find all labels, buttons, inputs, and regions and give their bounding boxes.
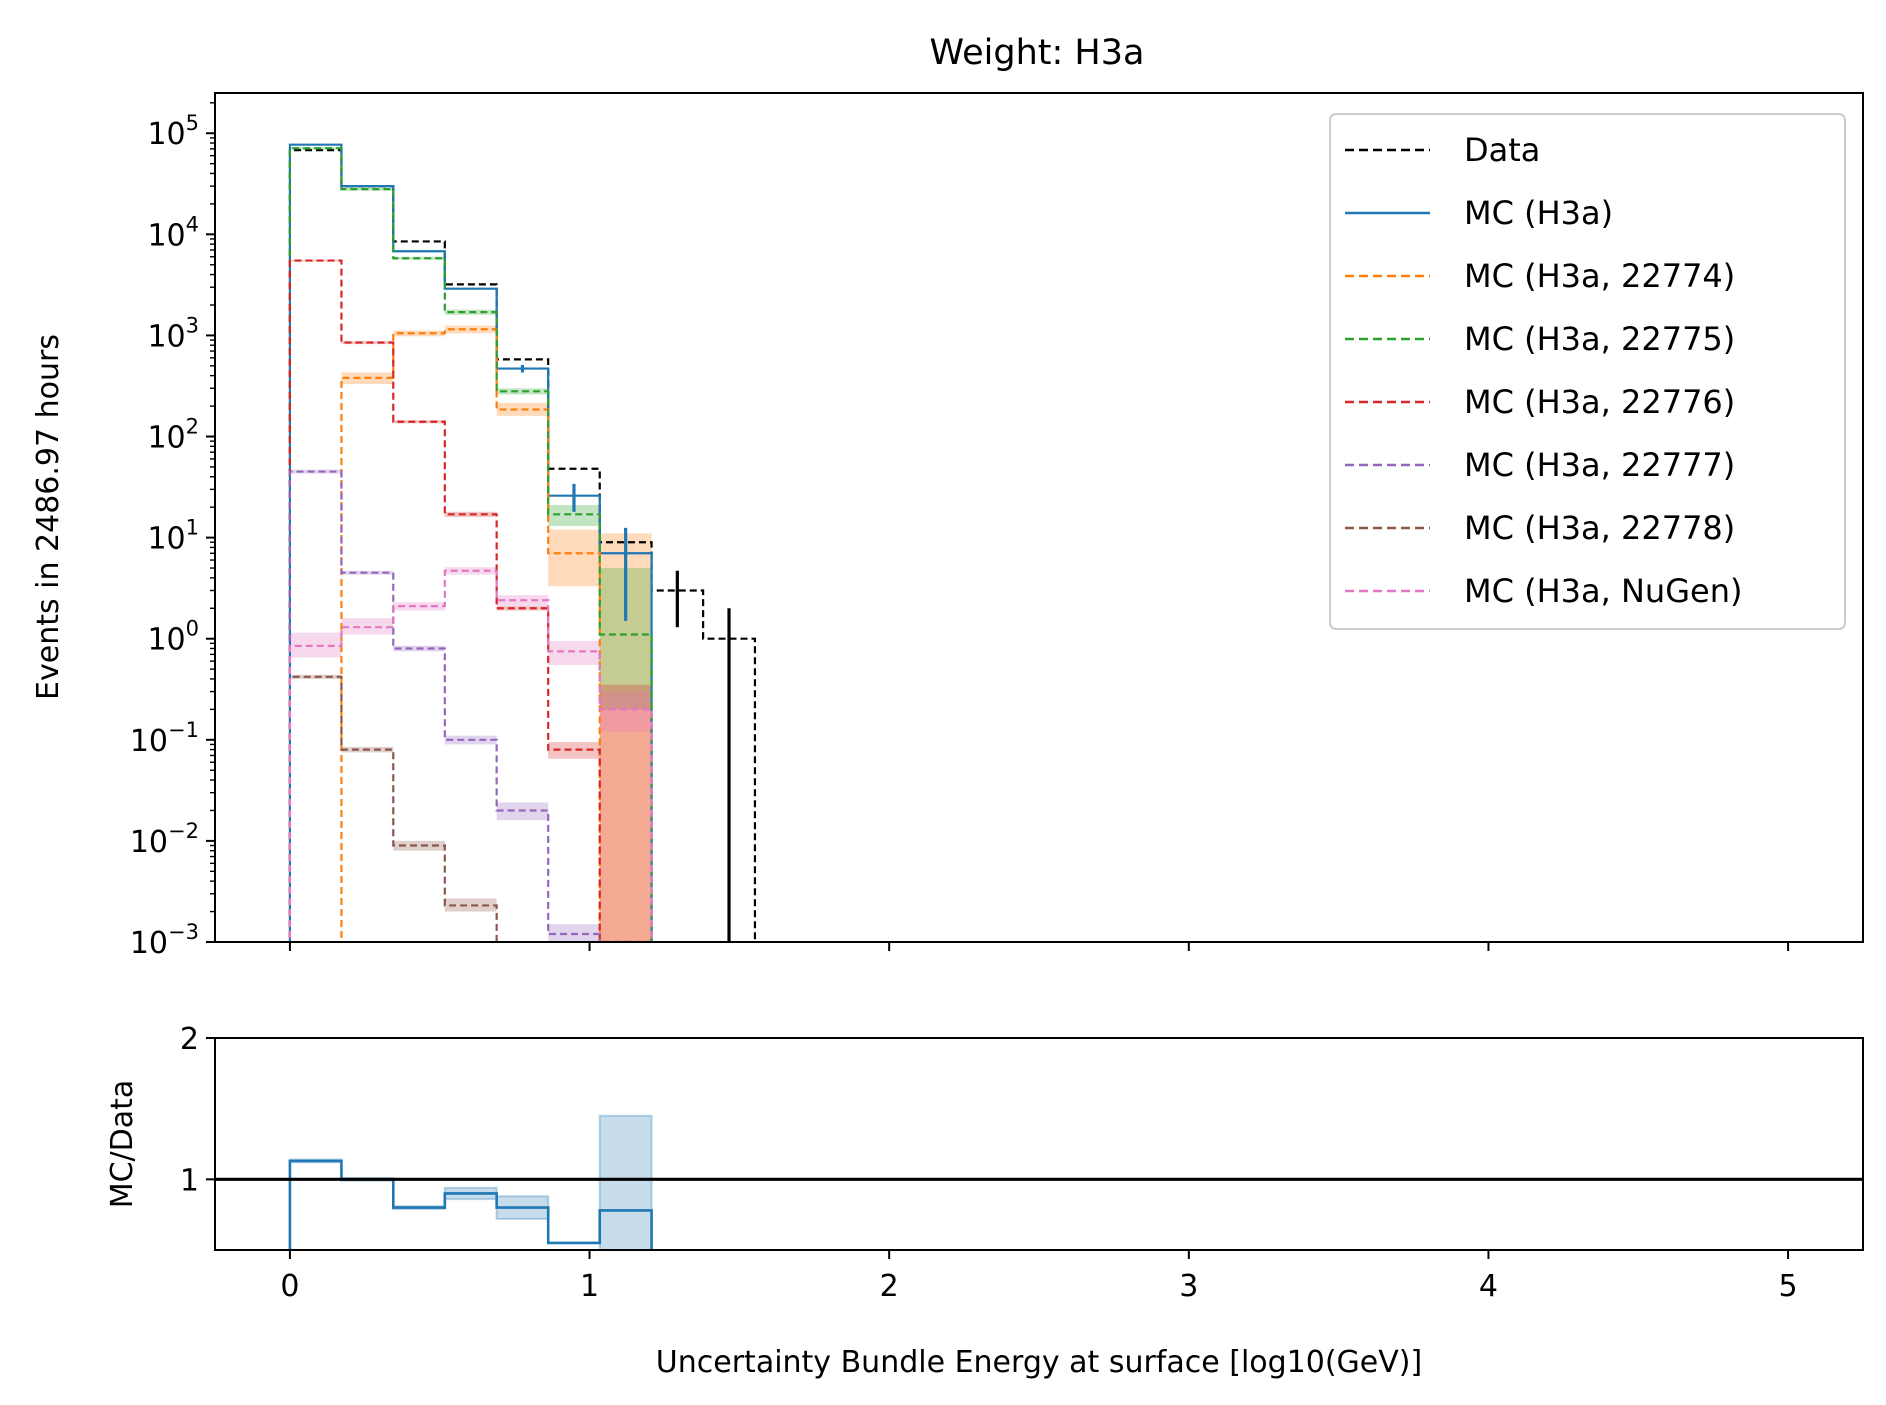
band-nugen-3 xyxy=(444,567,497,575)
band-22778-2 xyxy=(393,840,445,851)
x-tick-label: 3 xyxy=(1179,1269,1198,1304)
legend-label-22778: MC (H3a, 22778) xyxy=(1464,509,1735,547)
chart-title: Weight: H3a xyxy=(930,33,1145,73)
legend-label-h3a: MC (H3a) xyxy=(1464,194,1613,232)
y-tick-label: 10−1 xyxy=(130,718,199,759)
y-tick-label: 105 xyxy=(147,111,199,152)
legend-label-22774: MC (H3a, 22774) xyxy=(1464,257,1735,295)
ratio-y-axis-label: MC/Data xyxy=(105,1080,140,1209)
band-22776-2 xyxy=(393,420,445,424)
legend: Data MC (H3a) MC (H3a, 22774) MC (H3a, 2277… xyxy=(1329,113,1846,630)
legend-label-nugen: MC (H3a, NuGen) xyxy=(1464,572,1742,610)
x-axis-label: Uncertainty Bundle Energy at surface [lo… xyxy=(656,1345,1422,1380)
main-plot-frame xyxy=(214,92,1864,943)
y-tick-label: 101 xyxy=(147,516,199,557)
y-tick-label: 104 xyxy=(147,212,199,253)
x-tick-label: 4 xyxy=(1479,1269,1498,1304)
series-line-22774 xyxy=(340,328,653,942)
ratio-line xyxy=(288,1159,653,1250)
x-tick-label: 1 xyxy=(580,1269,599,1304)
band-22775-5 xyxy=(548,505,600,527)
legend-label-22775: MC (H3a, 22775) xyxy=(1464,320,1735,358)
main-plot: 105 104 103 102 101 100 10−1 10−2 10−3 Events in… xyxy=(31,92,1864,961)
series-line-22778 xyxy=(288,675,498,942)
x-tick-label: 0 xyxy=(280,1269,299,1304)
legend-label-22776: MC (H3a, 22776) xyxy=(1464,383,1735,421)
y-tick-label: 102 xyxy=(147,415,199,456)
band-22777-0 xyxy=(289,469,342,474)
ratio-band-6 xyxy=(598,1114,653,1250)
series-line-22777 xyxy=(288,470,601,942)
legend-frame xyxy=(1329,113,1846,630)
series-line-data xyxy=(288,149,757,942)
y-tick-label: 100 xyxy=(147,617,199,658)
x-tick-label: 5 xyxy=(1779,1269,1798,1304)
x-tick-label: 2 xyxy=(880,1269,899,1304)
band-nugen-6 xyxy=(599,691,652,732)
band-nugen-2 xyxy=(393,602,445,611)
series-line-nugen xyxy=(288,569,653,942)
band-22778-3 xyxy=(444,898,497,912)
y-tick-label: 103 xyxy=(147,313,199,354)
ratio-plot-frame xyxy=(214,1037,1864,1251)
band-22776-0 xyxy=(289,259,342,262)
band-22774-5 xyxy=(548,529,600,587)
y-tick-label: 10−2 xyxy=(130,819,199,860)
ratio-y-tick-label: 2 xyxy=(180,1022,199,1057)
legend-label-22777: MC (H3a, 22777) xyxy=(1464,446,1735,484)
series-line-22776 xyxy=(288,259,653,942)
series-line-22775 xyxy=(288,147,653,942)
legend-label-data: Data xyxy=(1464,131,1540,169)
ratio-plot: 1 2 0 1 2 3 4 5 MC/Data Uncertainty Bundle Ene… xyxy=(105,1022,1864,1380)
band-nugen-5 xyxy=(548,640,600,665)
band-22778-4 xyxy=(497,947,549,958)
main-y-axis-label: Events in 2486.97 hours xyxy=(31,334,66,700)
band-22776-5 xyxy=(548,742,600,759)
ratio-y-tick-label: 1 xyxy=(180,1163,199,1198)
y-tick-label: 10−3 xyxy=(130,920,199,961)
band-22776-6 xyxy=(599,684,652,942)
